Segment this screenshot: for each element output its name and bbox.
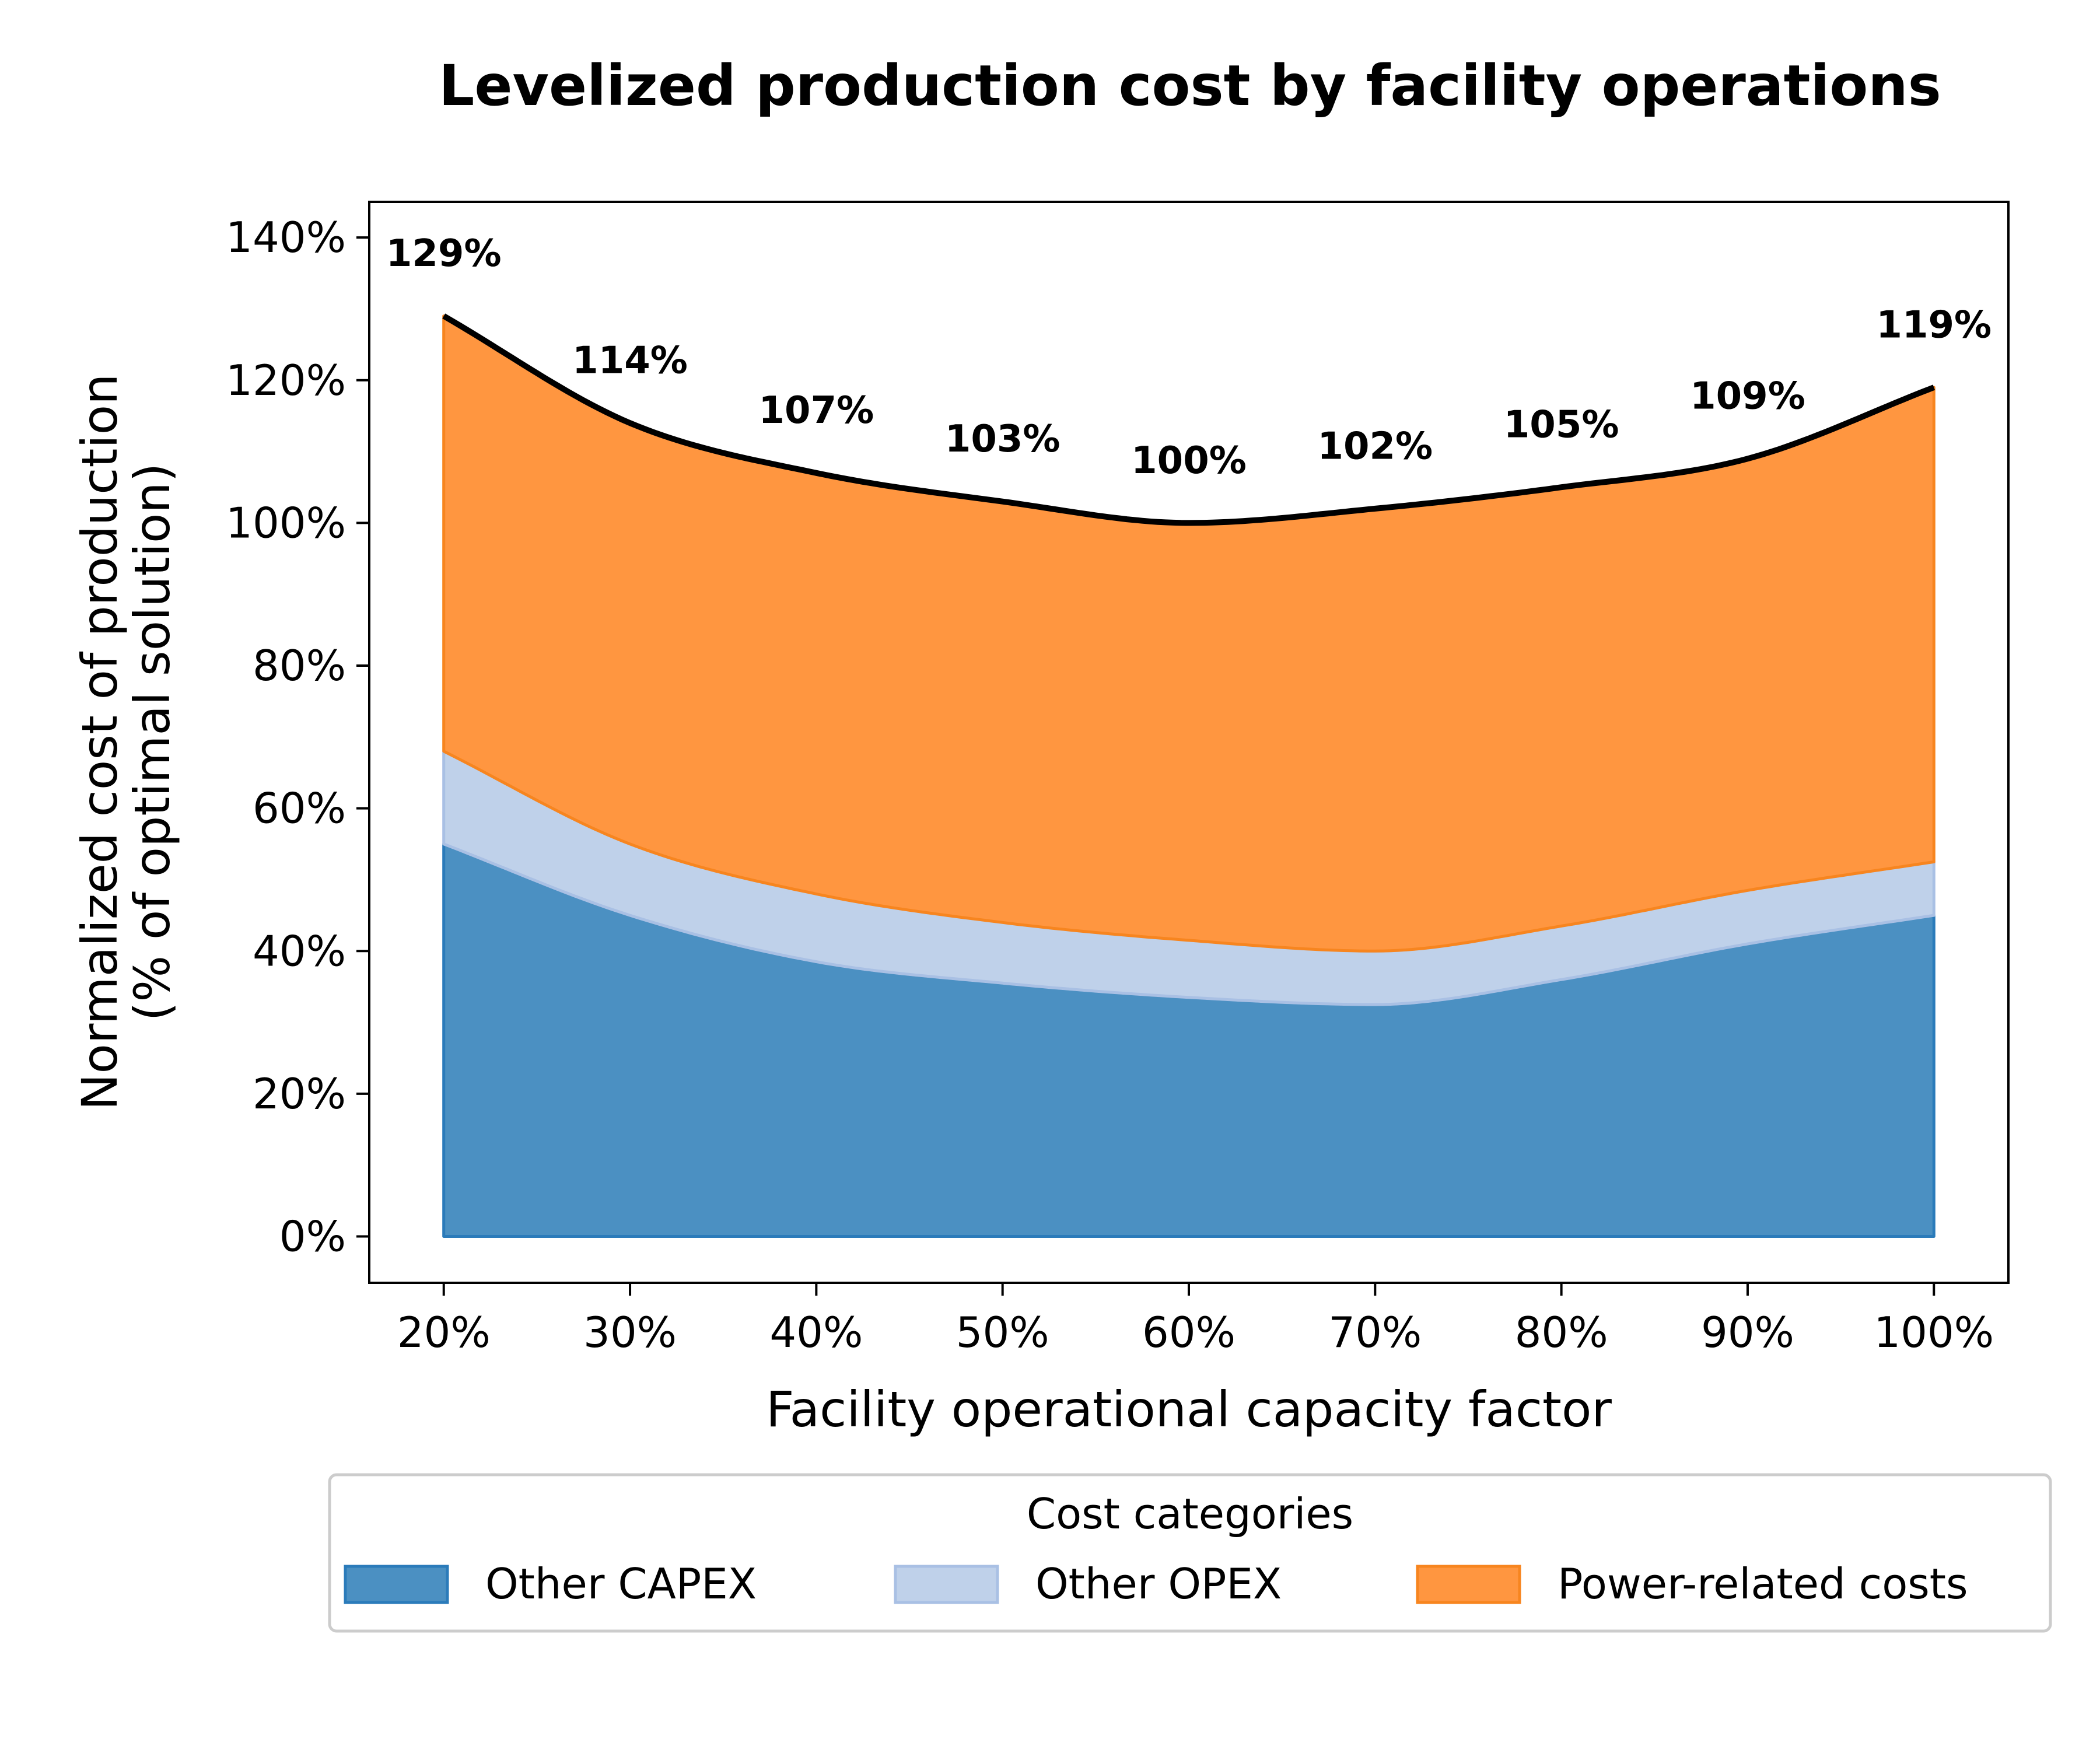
x-tick-label: 60%	[1142, 1308, 1236, 1357]
y-tick-label: 80%	[253, 641, 346, 690]
legend-swatch	[344, 1565, 449, 1604]
y-tick-label: 140%	[226, 213, 346, 262]
value-label-30: 114%	[572, 340, 688, 383]
legend-label: Power-related costs	[1558, 1559, 1968, 1608]
total-cost-line	[442, 313, 1936, 526]
x-axis: 20% 30% 40% 50% 60% 70% 80% 90% 100%	[397, 1283, 1994, 1357]
legend-label: Other CAPEX	[485, 1559, 757, 1608]
x-tick-label: 90%	[1701, 1308, 1794, 1357]
x-tick-label: 80%	[1515, 1308, 1608, 1357]
x-tick-label: 20%	[397, 1308, 491, 1357]
y-tick-label: 100%	[226, 498, 346, 547]
total-line-path	[442, 313, 1936, 526]
value-label-70: 102%	[1317, 425, 1433, 468]
legend-item: Power-related costs	[1416, 1559, 1968, 1608]
value-labels: 129% 114% 107% 103% 100% 102% 105% 109% 119%	[386, 232, 1992, 482]
value-label-60: 100%	[1131, 439, 1247, 482]
chart-title: Levelized production cost by facility op…	[439, 53, 1941, 118]
value-label-50: 103%	[945, 418, 1060, 461]
legend-swatch	[1416, 1565, 1521, 1604]
legend-item: Other CAPEX	[344, 1559, 757, 1608]
value-label-100: 119%	[1876, 303, 1992, 347]
y-tick-label: 40%	[253, 926, 346, 975]
y-tick-label: 0%	[279, 1212, 346, 1261]
value-label-80: 105%	[1504, 404, 1619, 447]
y-axis-label-line2: (% of optimal solution)	[124, 463, 181, 1021]
x-tick-label: 70%	[1328, 1308, 1422, 1357]
y-tick-label: 20%	[253, 1069, 346, 1118]
value-label-40: 107%	[759, 389, 874, 432]
y-tick-label: 60%	[253, 784, 346, 833]
legend-title: Cost categories	[1027, 1489, 1353, 1538]
legend-item: Other OPEX	[894, 1559, 1282, 1608]
legend-box	[328, 1473, 2052, 1633]
x-axis-label: Facility operational capacity factor	[766, 1381, 1612, 1438]
x-tick-label: 30%	[583, 1308, 677, 1357]
y-tick-label: 120%	[226, 356, 346, 405]
value-label-20: 129%	[386, 232, 502, 275]
value-label-90: 109%	[1690, 375, 1805, 418]
x-tick-label: 40%	[769, 1308, 863, 1357]
x-tick-label: 50%	[956, 1308, 1049, 1357]
legend-items: Other CAPEX Other OPEX Power-related costs	[344, 1559, 1968, 1608]
y-axis-label-line1: Normalized cost of production	[71, 374, 128, 1111]
legend-label: Other OPEX	[1035, 1559, 1282, 1608]
y-axis: 0% 20% 40% 60% 80% 100% 120% 140%	[226, 213, 369, 1261]
legend-swatch	[894, 1565, 999, 1604]
legend: Cost categories Other CAPEX Other OPEX Pow…	[328, 1473, 2052, 1633]
x-tick-label: 100%	[1874, 1308, 1994, 1357]
